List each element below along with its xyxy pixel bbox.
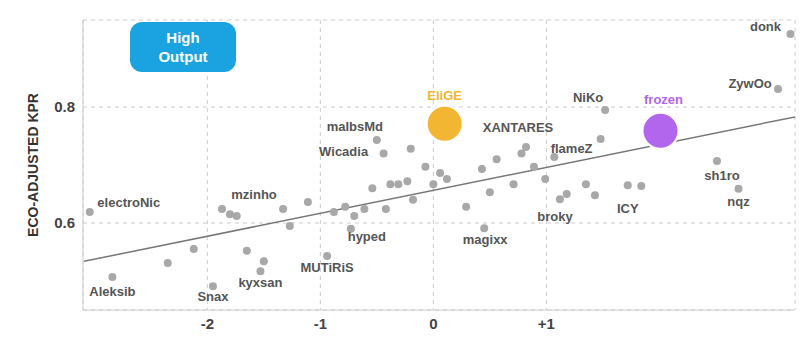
svg-text:kyxsan: kyxsan <box>238 275 282 290</box>
svg-text:hyped: hyped <box>348 229 386 244</box>
svg-text:Aleksib: Aleksib <box>89 284 135 299</box>
svg-text:malbsMd: malbsMd <box>327 119 383 134</box>
svg-text:frozen: frozen <box>644 92 683 107</box>
html-text:High Output: High Output <box>158 29 208 65</box>
svg-text:+1: +1 <box>538 315 555 332</box>
svg-text:magixx: magixx <box>463 232 509 247</box>
svg-text:ZywOo: ZywOo <box>728 76 771 91</box>
svg-text:EliGE: EliGE <box>427 88 462 103</box>
svg-text:0.8: 0.8 <box>54 98 75 115</box>
svg-text:ECO-ADJUSTED KPR: ECO-ADJUSTED KPR <box>25 93 41 237</box>
svg-text:electroNic: electroNic <box>97 195 160 210</box>
svg-text:nqz: nqz <box>727 194 750 209</box>
svg-text:ICY: ICY <box>617 201 639 216</box>
svg-text:donk: donk <box>750 20 782 34</box>
svg-text:-2: -2 <box>201 315 214 332</box>
svg-text:Snax: Snax <box>197 289 229 304</box>
svg-text:flameZ: flameZ <box>551 141 593 156</box>
svg-text:Wicadia: Wicadia <box>319 144 369 159</box>
svg-text:NiKo: NiKo <box>573 90 603 105</box>
svg-text:sh1ro: sh1ro <box>704 168 739 183</box>
svg-text:0: 0 <box>429 315 437 332</box>
svg-text:broky: broky <box>537 209 573 224</box>
svg-text:0.6: 0.6 <box>54 214 75 231</box>
svg-text:mzinho: mzinho <box>231 187 277 202</box>
svg-text:XANTARES: XANTARES <box>483 120 554 135</box>
svg-text:-1: -1 <box>314 315 327 332</box>
svg-text:MUTiRiS: MUTiRiS <box>301 260 355 275</box>
